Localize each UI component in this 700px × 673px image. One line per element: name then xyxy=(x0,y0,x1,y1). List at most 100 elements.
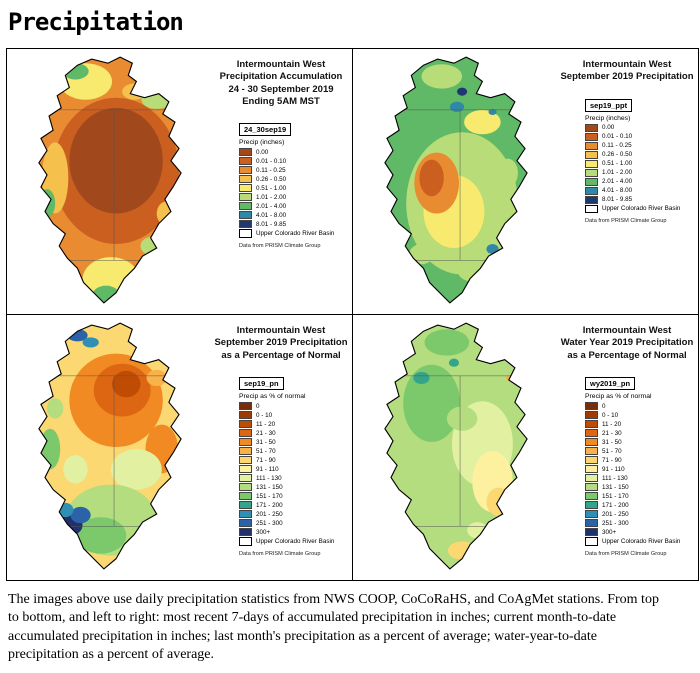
map-info-column: Intermountain West Precipitation Accumula… xyxy=(213,51,349,312)
map-title: Intermountain West September 2019 Precipi… xyxy=(214,325,347,362)
legend-item: 201 - 250 xyxy=(239,510,334,519)
legend-item-label: 8.01 - 9.85 xyxy=(256,220,287,228)
basin-outline-label: Upper Colorado River Basin xyxy=(256,537,335,545)
legend-swatch xyxy=(239,148,252,157)
legend-item-label: 91 - 110 xyxy=(602,465,625,473)
legend-swatch xyxy=(585,132,598,141)
basin-outline-legend: Upper Colorado River Basin xyxy=(239,229,334,238)
legend-swatch xyxy=(239,510,252,519)
legend-item: 1.01 - 2.00 xyxy=(585,168,680,177)
legend-swatch xyxy=(585,510,598,519)
legend-item: 0.00 xyxy=(239,148,334,157)
legend-item: 300+ xyxy=(585,528,680,537)
legend-item-label: 201 - 250 xyxy=(256,510,283,518)
legend-swatch xyxy=(239,447,252,456)
basin-outline xyxy=(38,56,182,304)
legend-item: 0 xyxy=(239,402,334,411)
legend-item: 8.01 - 9.85 xyxy=(239,220,334,229)
legend-item: 2.01 - 4.00 xyxy=(585,177,680,186)
map-panel-sep_pn: Intermountain West September 2019 Precipi… xyxy=(7,315,352,580)
map-panel-wy_pn: Intermountain West Water Year 2019 Precip… xyxy=(353,315,698,580)
legend-swatch xyxy=(239,429,252,438)
legend-item-label: 0.11 - 0.25 xyxy=(602,142,632,150)
legend-item-label: 31 - 50 xyxy=(602,438,622,446)
legend-item-label: 0 xyxy=(256,402,260,410)
legend-item: 251 - 300 xyxy=(239,519,334,528)
basin-outline-label: Upper Colorado River Basin xyxy=(602,537,681,545)
legend-item: 0 - 10 xyxy=(585,411,680,420)
legend-swatch xyxy=(585,159,598,168)
legend-swatch xyxy=(239,519,252,528)
data-attribution: Data from PRISM Climate Group xyxy=(239,550,321,557)
legend-swatch xyxy=(239,474,252,483)
legend-item: 0.11 - 0.25 xyxy=(585,141,680,150)
legend-swatch xyxy=(585,429,598,438)
legend-swatch xyxy=(585,519,598,528)
legend-item-label: 4.01 - 8.00 xyxy=(256,211,287,219)
legend-item: 0.00 xyxy=(585,123,680,132)
legend-item-label: 0.01 - 0.10 xyxy=(602,133,633,141)
legend-swatch xyxy=(239,438,252,447)
legend-item-label: 201 - 250 xyxy=(602,510,629,518)
legend-item: 0.01 - 0.10 xyxy=(239,157,334,166)
legend-layer-name: sep19_pn xyxy=(239,377,284,391)
legend-item-label: 11 - 20 xyxy=(256,420,276,428)
map-info-column: Intermountain West September 2019 Precipi… xyxy=(213,317,349,578)
legend-swatch xyxy=(239,184,252,193)
basin-outline-legend: Upper Colorado River Basin xyxy=(585,204,680,214)
legend-swatch xyxy=(585,447,598,456)
data-attribution: Data from PRISM Climate Group xyxy=(239,242,321,249)
legend-swatch xyxy=(585,141,598,150)
legend-item: 4.01 - 8.00 xyxy=(239,211,334,220)
legend-item-label: 0.51 - 1.00 xyxy=(602,160,633,168)
legend-layer-name: 24_30sep19 xyxy=(239,123,292,137)
legend-item: 0.01 - 0.10 xyxy=(585,132,680,141)
legend-item-label: 1.01 - 2.00 xyxy=(256,193,287,201)
legend-item-label: 300+ xyxy=(256,528,271,536)
legend-item-label: 131 - 150 xyxy=(602,483,629,491)
legend-item: 4.01 - 8.00 xyxy=(585,186,680,195)
legend-swatch xyxy=(585,483,598,492)
map-title-line: Precipitation Accumulation xyxy=(219,71,343,83)
legend-item-label: 71 - 90 xyxy=(602,456,622,464)
legend-item: 151 - 170 xyxy=(585,492,680,501)
legend-item: 251 - 300 xyxy=(585,519,680,528)
legend-swatch xyxy=(239,483,252,492)
legend-swatch xyxy=(585,438,598,447)
basin-outline-swatch xyxy=(585,537,598,546)
basin-outline-label: Upper Colorado River Basin xyxy=(256,230,335,238)
basin-outline xyxy=(384,56,528,304)
basin-outline-swatch xyxy=(585,204,598,214)
basin-outline xyxy=(384,322,528,570)
legend-swatch xyxy=(585,177,598,186)
legend-swatch xyxy=(239,157,252,166)
legend-swatch xyxy=(585,411,598,420)
legend-swatch xyxy=(239,420,252,429)
legend-item-label: 0.26 - 0.50 xyxy=(256,175,287,183)
legend-item-label: 21 - 30 xyxy=(602,429,622,437)
legend-swatch xyxy=(239,402,252,411)
legend-item: 1.01 - 2.00 xyxy=(239,193,334,202)
legend-item: 131 - 150 xyxy=(239,483,334,492)
legend-item-label: 51 - 70 xyxy=(256,447,276,455)
legend-swatch xyxy=(585,456,598,465)
legend-item: 0.51 - 1.00 xyxy=(585,159,680,168)
map-title-line: Ending 5AM MST xyxy=(242,96,320,108)
legend-item: 2.01 - 4.00 xyxy=(239,202,334,211)
legend-item-label: 8.01 - 9.85 xyxy=(602,196,633,204)
legend-swatch xyxy=(239,202,252,211)
caption: The images above use daily precipitation… xyxy=(8,592,659,663)
legend-item: 71 - 90 xyxy=(585,456,680,465)
legend-swatch xyxy=(585,501,598,510)
legend-swatch xyxy=(239,492,252,501)
map-title-line: September 2019 Precipitation xyxy=(214,337,348,349)
legend-swatch xyxy=(585,465,598,474)
legend-swatch xyxy=(239,193,252,202)
legend-item: 0.26 - 0.50 xyxy=(585,150,680,159)
map-title-line: Water Year 2019 Precipitation xyxy=(560,337,694,349)
legend-item: 0.26 - 0.50 xyxy=(239,175,334,184)
precip-map xyxy=(384,322,528,570)
legend-item: 21 - 30 xyxy=(585,429,680,438)
